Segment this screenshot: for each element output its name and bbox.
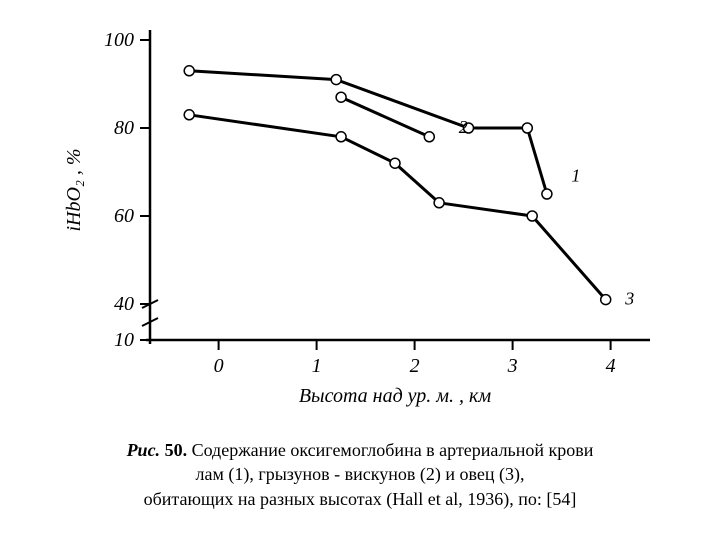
figure-caption: Рис. 50. Содержание оксигемоглобина в ар… [0,438,720,511]
data-marker [184,66,194,76]
svg-text:3: 3 [507,355,518,377]
figure-number: 50. [165,440,188,460]
series-label-3: 3 [624,289,634,309]
data-marker [522,123,532,133]
data-marker [184,110,194,120]
data-marker [336,92,346,102]
svg-text:100: 100 [104,29,134,51]
svg-text:Высота над ур. м. , км: Высота над ур. м. , км [299,385,492,407]
data-marker [434,198,444,208]
caption-line2: лам (1), грызунов - вискунов (2) и овец … [195,464,524,484]
svg-text:1: 1 [312,355,322,377]
data-marker [336,132,346,142]
svg-text:60: 60 [114,205,134,227]
svg-text:0: 0 [214,355,224,377]
svg-text:2: 2 [410,355,420,377]
svg-text:80: 80 [114,117,134,139]
svg-text:iHbO₂ , %: iHbO₂ , % [63,148,85,231]
series-line-3 [189,115,606,300]
svg-text:40: 40 [114,293,134,315]
line-chart: 0 1 2 3 4 10 40 60 80 100 Высота над ур. м. , км iH… [0,0,720,420]
data-marker [601,295,611,305]
chart-container: 0 1 2 3 4 10 40 60 80 100 Высота над ур. м. , км iH… [0,0,720,420]
data-marker [424,132,434,142]
figure-label: Рис. [127,440,161,460]
series-line-1 [189,71,547,194]
caption-line1: Содержание оксигемоглобина в артериально… [192,440,594,460]
series-line-2 [341,97,429,137]
svg-text:10: 10 [114,329,134,351]
data-marker [527,211,537,221]
data-marker [331,75,341,85]
svg-text:4: 4 [606,355,616,377]
caption-line3: обитающих на разных высотах (Hall et al,… [144,489,577,509]
series-label-2: 2 [459,117,468,137]
data-marker [542,189,552,199]
data-marker [390,158,400,168]
series-label-1: 1 [571,165,580,185]
